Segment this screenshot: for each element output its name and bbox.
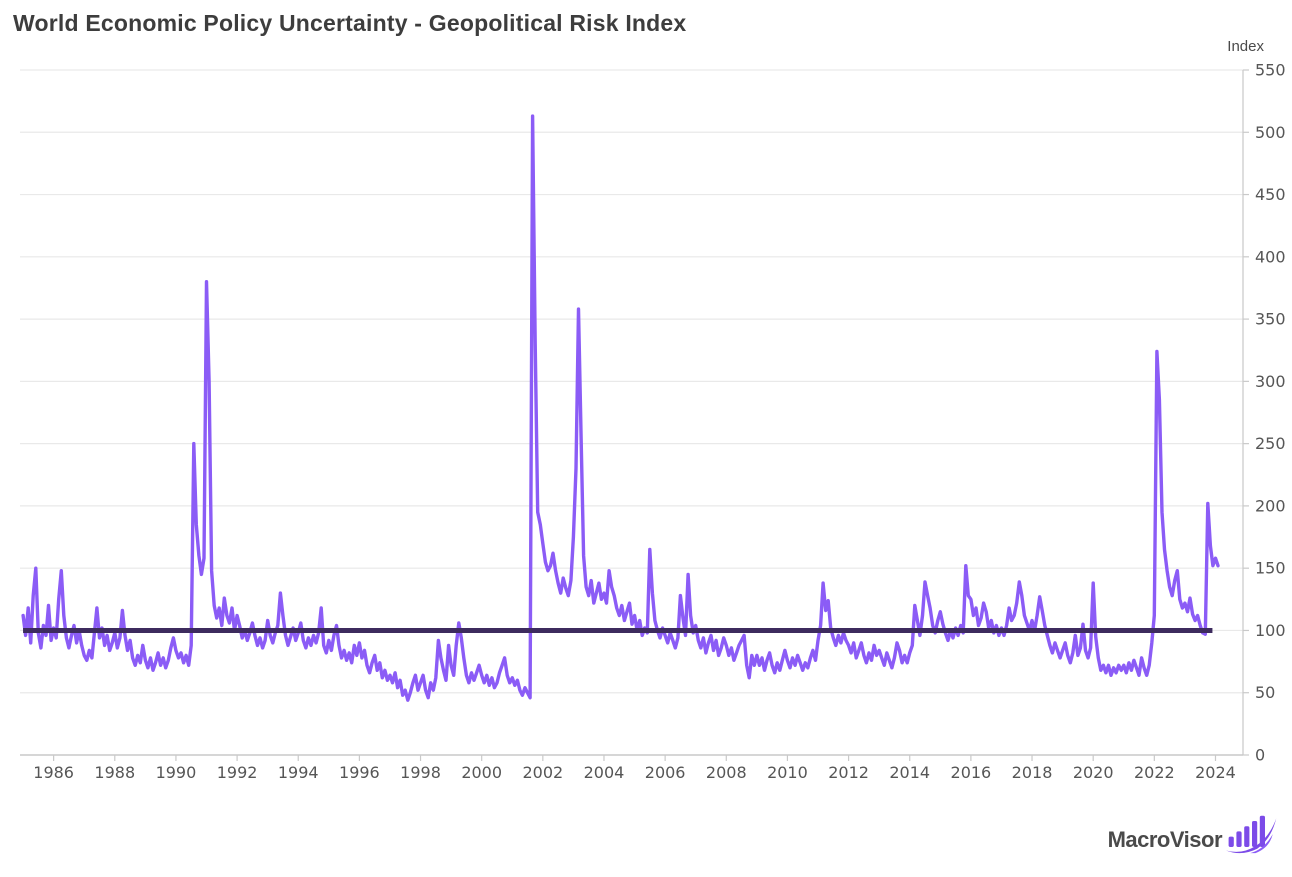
x-tick-label: 2014 (889, 763, 930, 782)
chart-title: World Economic Policy Uncertainty - Geop… (13, 10, 687, 36)
y-axis-title: Index (1227, 38, 1264, 55)
y-tick-label: 400 (1255, 247, 1286, 266)
x-tick-label: 2008 (706, 763, 747, 782)
x-tick-label: 1998 (400, 763, 441, 782)
y-tick-label: 500 (1255, 123, 1286, 142)
x-tick-label: 1990 (156, 763, 197, 782)
y-tick-label: 50 (1255, 683, 1275, 702)
y-tick-label: 550 (1255, 61, 1286, 80)
y-tick-label: 100 (1255, 621, 1286, 640)
x-tick-label: 1996 (339, 763, 380, 782)
x-tick-label: 2002 (522, 763, 563, 782)
y-tick-label: 0 (1255, 746, 1265, 765)
x-tick-label: 2004 (584, 763, 625, 782)
x-tick-label: 1992 (217, 763, 258, 782)
y-tick-label: 200 (1255, 496, 1286, 515)
x-tick-label: 2000 (461, 763, 502, 782)
x-tick-label: 1986 (33, 763, 74, 782)
y-tick-label: 250 (1255, 434, 1286, 453)
y-tick-label: 300 (1255, 372, 1286, 391)
y-tick-label: 350 (1255, 310, 1286, 329)
x-tick-label: 2010 (767, 763, 808, 782)
macrovisor-logo: MacroVisor (1108, 813, 1278, 855)
x-tick-label: 2018 (1012, 763, 1053, 782)
x-tick-label: 2012 (828, 763, 869, 782)
x-tick-label: 2006 (645, 763, 686, 782)
x-tick-label: 2020 (1073, 763, 1114, 782)
x-tick-label: 2016 (951, 763, 992, 782)
x-tick-label: 1994 (278, 763, 319, 782)
logo-chart-icon (1226, 815, 1277, 854)
y-tick-label: 150 (1255, 559, 1286, 578)
y-tick-label: 450 (1255, 185, 1286, 204)
x-tick-label: 1988 (94, 763, 135, 782)
x-tick-label: 2024 (1195, 763, 1236, 782)
series-line (21, 114, 1220, 702)
x-tick-label: 2022 (1134, 763, 1175, 782)
logo-text: MacroVisor (1107, 827, 1223, 852)
